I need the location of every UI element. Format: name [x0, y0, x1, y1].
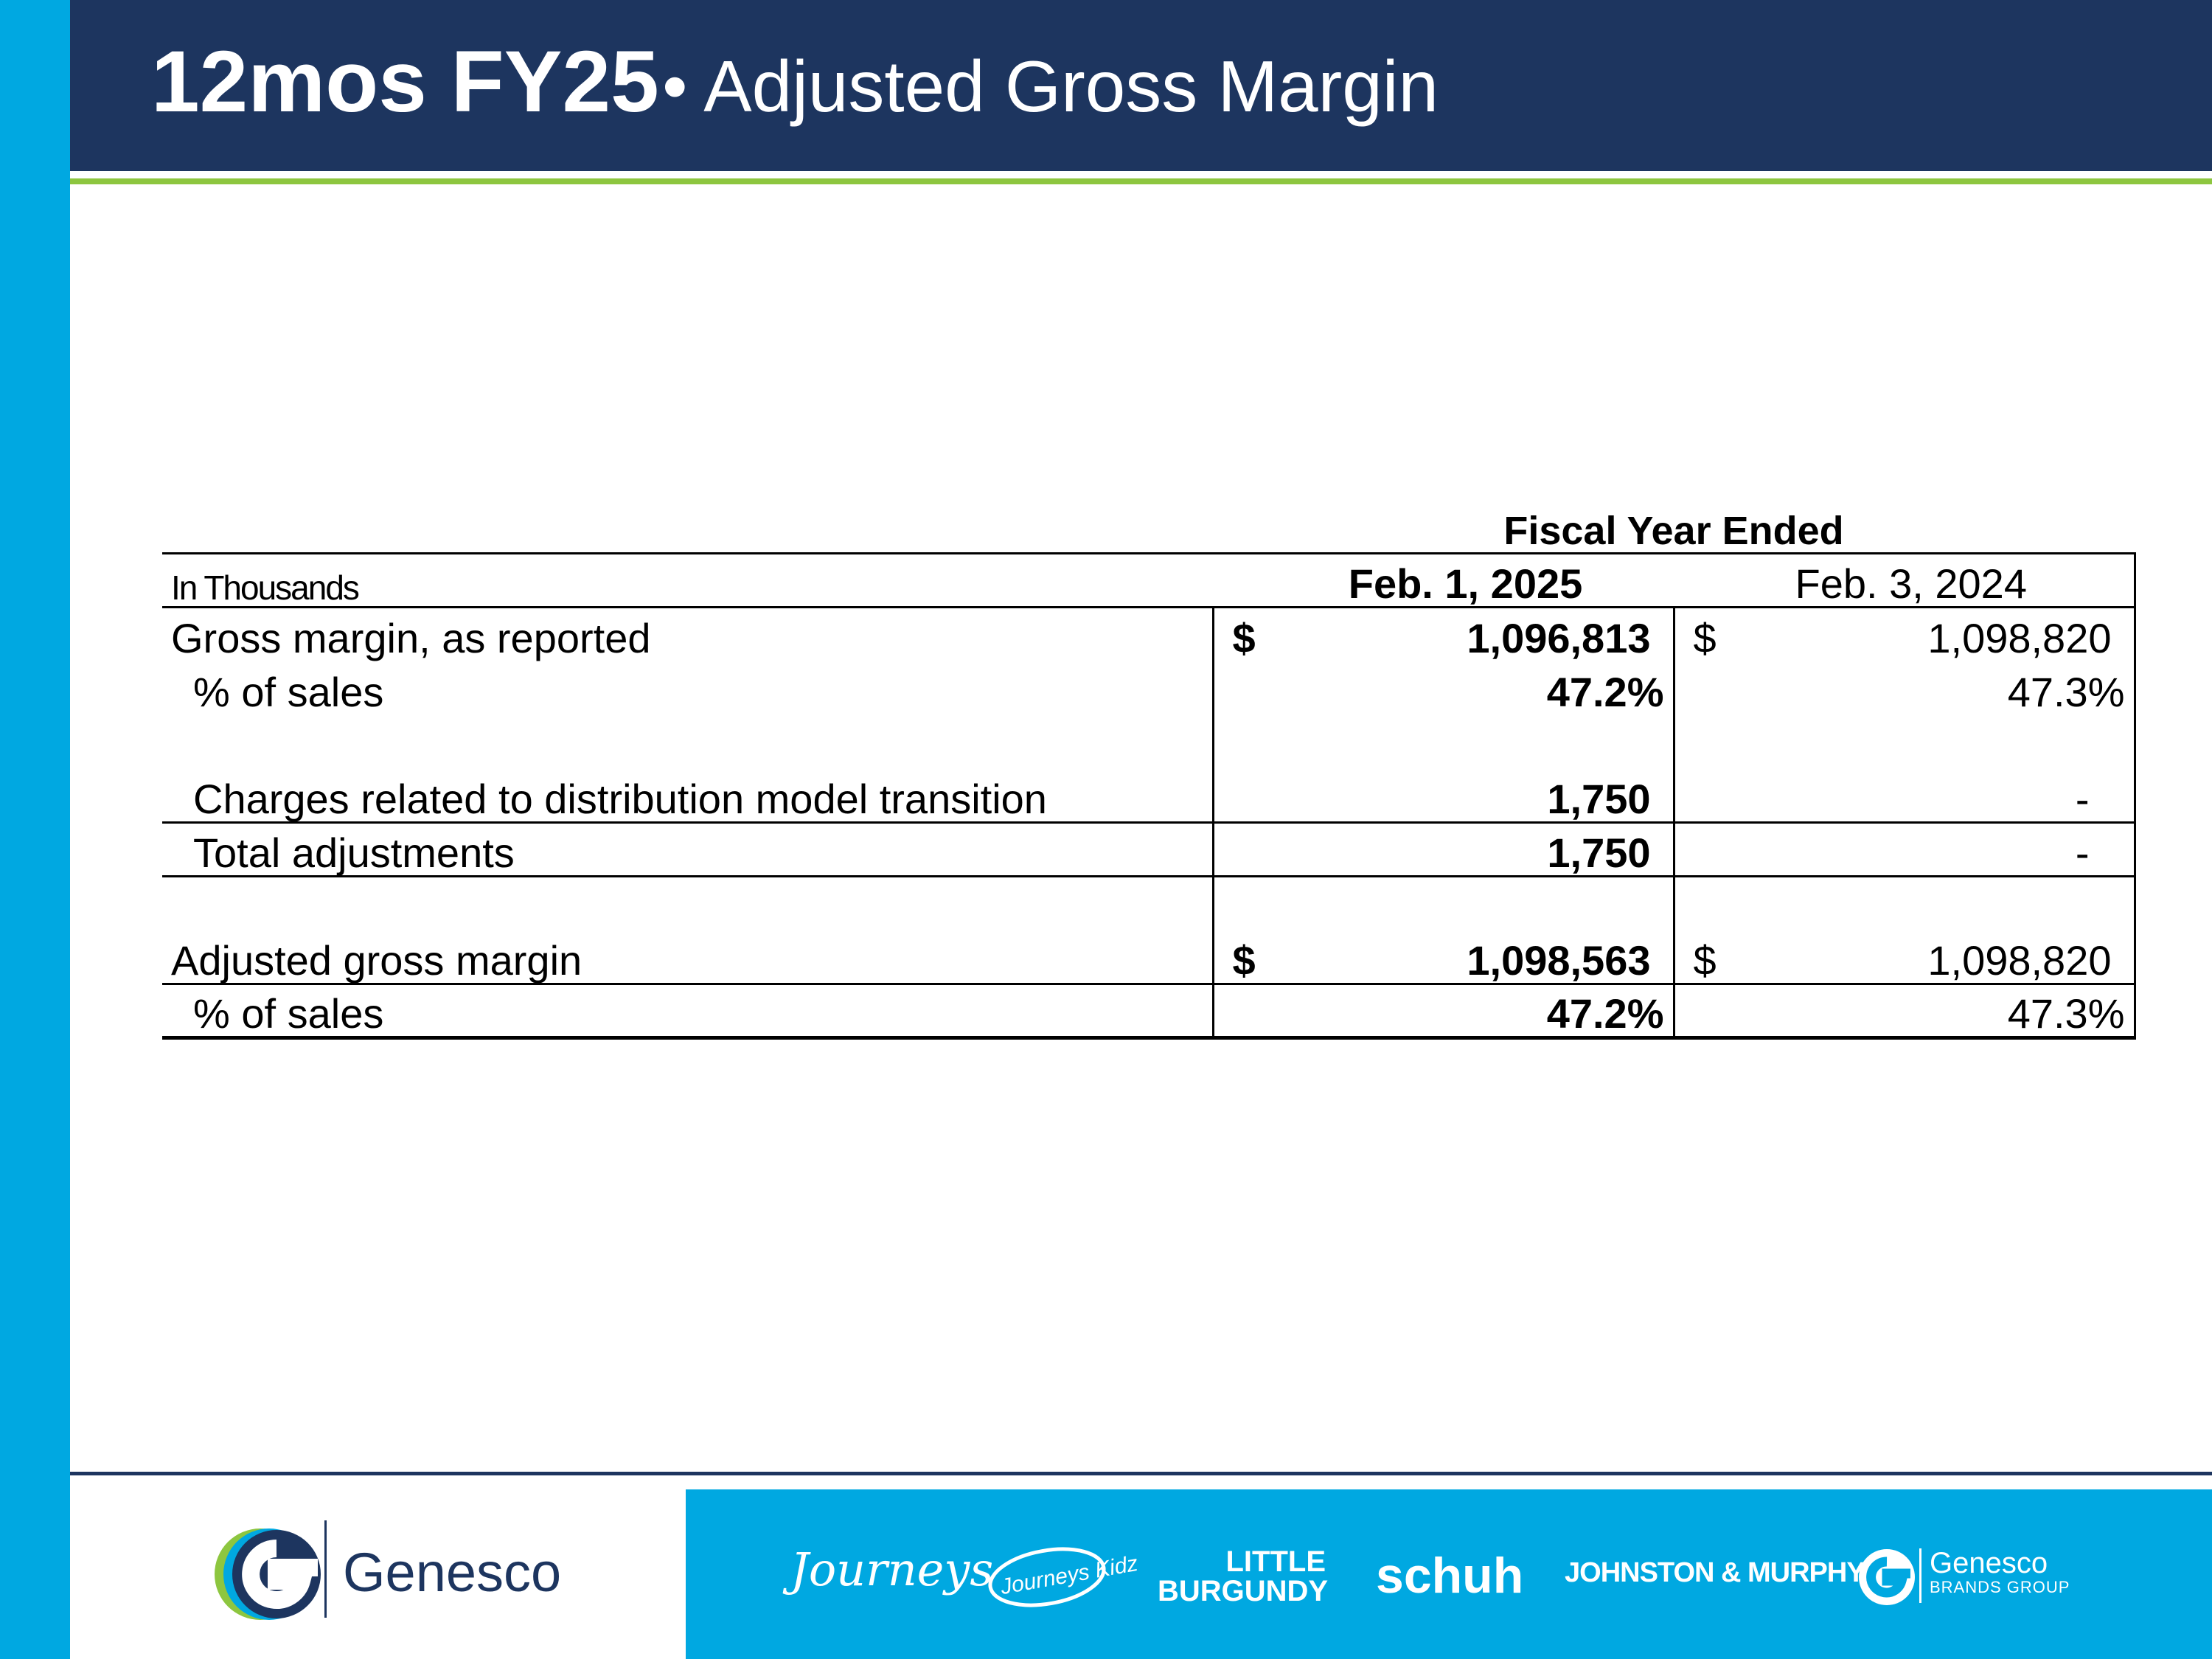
header-divider	[70, 178, 2212, 184]
row-label: % of sales	[162, 982, 1213, 1040]
value-2025: 47.2%	[1301, 982, 1674, 1040]
column-header-row: In Thousands Feb. 1, 2025 Feb. 3, 2024	[162, 552, 2136, 607]
value-2025: 1,750	[1547, 775, 1651, 822]
journeys-logo: Journeys	[790, 1543, 994, 1596]
value-2025: 47.2%	[1546, 669, 1664, 716]
currency-2024: $	[1672, 930, 1762, 984]
value-2024: 47.3%	[1762, 982, 2136, 1040]
spacer-row	[162, 876, 2136, 930]
row-label: % of sales	[193, 669, 384, 716]
little-burgundy-logo: LITTLE BURGUNDY	[1158, 1545, 1329, 1607]
value-2024: -	[1762, 821, 2136, 877]
units-label: In Thousands	[162, 552, 1213, 607]
logo-divider	[324, 1520, 327, 1618]
little-burgundy-line-2: BURGUNDY	[1158, 1575, 1329, 1607]
value-2025: 1,096,813	[1301, 605, 1674, 661]
super-header-row: Fiscal Year Ended	[162, 501, 2135, 554]
row-label: Adjusted gross margin	[171, 936, 582, 984]
value-2024: 47.3%	[1762, 661, 2136, 714]
value-2024: -	[1762, 768, 2136, 822]
title-subject: • Adjusted Gross Margin	[662, 46, 1439, 127]
genesco-g-icon	[215, 1528, 321, 1620]
brands-logo-divider	[1919, 1548, 1921, 1603]
row-label: Gross margin, as reported	[162, 605, 1213, 661]
row-label: Total adjustments	[162, 821, 1213, 877]
table-row: Total adjustments 1,750 -	[162, 821, 2136, 877]
slide-header	[70, 0, 2212, 171]
brand-panel	[686, 1489, 2212, 1659]
value-2024: 1,098,820	[1762, 605, 2136, 661]
title-period: 12mos FY25	[151, 33, 659, 131]
left-accent-bar	[0, 0, 70, 1659]
table-row: Gross margin, as reported $ 1,096,813 $ …	[162, 605, 2136, 661]
table-row: % of sales 47.2% 47.3%	[162, 982, 2136, 1040]
currency-2024: $	[1672, 605, 1762, 661]
value-2025: 1,098,563	[1467, 936, 1651, 984]
table-row: % of sales 47.2% 47.3%	[162, 661, 2136, 716]
slide-title: 12mos FY25 • Adjusted Gross Margin	[151, 38, 1439, 125]
table-row: Charges related to distribution model tr…	[162, 768, 2136, 822]
journeys-kidz-oval-icon	[988, 1547, 1106, 1607]
johnston-murphy-logo: JOHNSTON & MURPHY.	[1565, 1557, 1869, 1588]
spacer-row	[162, 714, 2136, 768]
column-header-2025: Feb. 1, 2025	[1301, 552, 1674, 607]
row-label: Charges related to distribution model tr…	[193, 775, 1047, 822]
schuh-logo: schuh	[1376, 1548, 1524, 1604]
value-2025: 1,750	[1301, 821, 1674, 877]
little-burgundy-line-1: LITTLE	[1225, 1545, 1326, 1578]
fiscal-year-header: Fiscal Year Ended	[1301, 501, 2135, 554]
genesco-wordmark: Genesco	[343, 1542, 562, 1603]
column-header-2024: Feb. 3, 2024	[1762, 552, 2136, 607]
genesco-brands-g-icon	[1859, 1549, 1915, 1605]
currency-2025: $	[1211, 605, 1301, 661]
genesco-brands-group-logo: Genesco BRANDS GROUP	[1930, 1548, 2070, 1597]
table-row: Adjusted gross margin $ 1,098,563 $ 1,09…	[162, 930, 2136, 984]
genesco-brands-name: Genesco	[1930, 1547, 2048, 1579]
currency-2025: $	[1211, 930, 1301, 984]
value-2024: 1,098,820	[1762, 930, 2136, 984]
footer-divider	[70, 1472, 2212, 1475]
brands-group-caption: BRANDS GROUP	[1930, 1578, 2070, 1596]
gross-margin-table: Fiscal Year Ended In Thousands Feb. 1, 2…	[162, 501, 2136, 1040]
